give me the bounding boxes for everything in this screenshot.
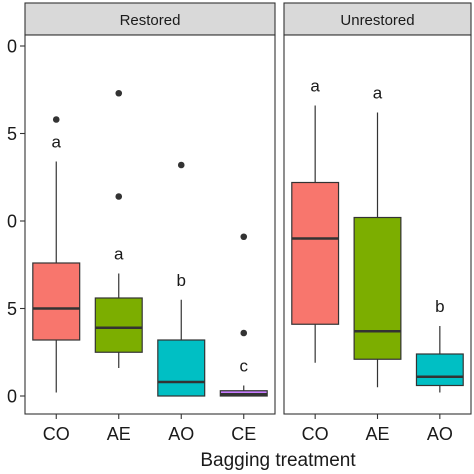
x-tick-label: AO: [427, 424, 453, 444]
box-ao: b AO: [157, 161, 206, 444]
y-tick-label: 0: [7, 212, 17, 232]
x-tick-label: AE: [107, 424, 131, 444]
panel-restored: Restored a CO a AE b AO c CE: [24, 2, 276, 444]
strip-label: Restored: [120, 12, 181, 29]
x-tick-label: CE: [231, 424, 256, 444]
box-ao: b AO: [415, 297, 464, 444]
panel-background: [24, 34, 276, 415]
y-tick-label: 5: [7, 299, 17, 319]
box-body: [415, 353, 464, 387]
panel-unrestored: Unrestored a CO a AE b AO: [283, 2, 472, 444]
box-co: a CO: [32, 116, 81, 444]
box-body: [291, 181, 340, 325]
significance-letter: a: [373, 84, 383, 103]
box-ae: a AE: [94, 89, 143, 444]
outlier-point: [115, 89, 123, 97]
strip-header: [24, 2, 276, 36]
outlier-point: [177, 161, 185, 169]
significance-letter: a: [52, 133, 62, 152]
facet-panels: Restored a CO a AE b AO c CE Unrestored a CO a AE b AO: [24, 2, 472, 444]
outlier-point: [240, 233, 248, 241]
box-body: [157, 339, 206, 397]
x-tick-label: CO: [43, 424, 70, 444]
significance-letter: a: [310, 77, 320, 96]
box-body: [94, 297, 143, 353]
y-tick-label: 0: [7, 387, 17, 407]
significance-letter: b: [435, 297, 444, 316]
significance-letter: b: [177, 271, 186, 290]
box-body: [353, 216, 402, 360]
outlier-point: [52, 116, 60, 123]
box-body: [32, 262, 81, 341]
y-tick-label: 5: [7, 124, 17, 144]
box-ce: c CE: [219, 233, 268, 444]
strip-label: Unrestored: [340, 12, 414, 29]
x-tick-label: AE: [365, 424, 389, 444]
outlier-point: [115, 193, 123, 200]
box-ae: a AE: [353, 84, 402, 444]
x-axis-title: Bagging treatment: [200, 450, 356, 471]
significance-letter: a: [114, 245, 124, 264]
outlier-point: [240, 329, 248, 337]
box-co: a CO: [291, 77, 340, 444]
x-tick-label: CO: [302, 424, 329, 444]
y-axis: 0 5 0 5 0: [7, 37, 25, 407]
x-tick-label: AO: [168, 424, 194, 444]
y-tick-label: 0: [7, 37, 17, 57]
significance-letter: c: [240, 357, 249, 376]
